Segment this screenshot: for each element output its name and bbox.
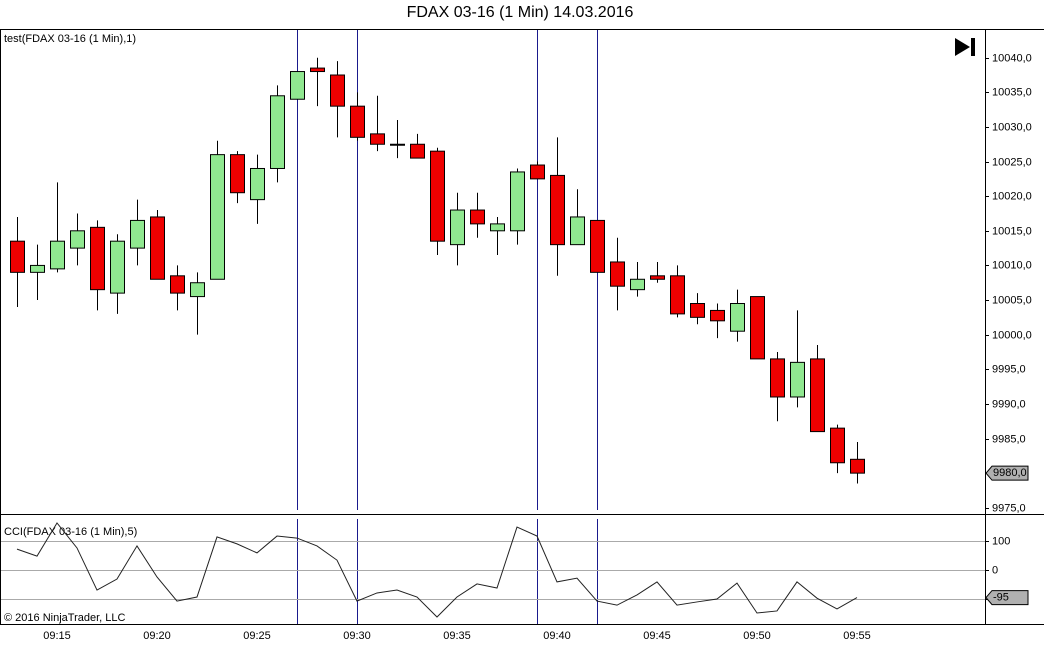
candle-body (610, 261, 625, 287)
x-tick-label: 09:25 (243, 630, 271, 642)
candle-body (90, 226, 105, 291)
candle-body (270, 95, 285, 169)
price-panel-label: test(FDAX 03-16 (1 Min),1) (4, 33, 136, 45)
candle-body (590, 219, 605, 273)
candle-body (750, 296, 765, 360)
candle-body (30, 264, 45, 273)
cci-line (16, 522, 858, 618)
play-to-end-icon[interactable] (955, 38, 975, 56)
tag-shape (985, 465, 1029, 481)
candle-body (570, 216, 585, 246)
y-tick-label: 10020,0 (992, 190, 1032, 202)
candle-body (470, 209, 485, 225)
candle-body (430, 150, 445, 242)
candle-body (350, 105, 365, 138)
candle-body (770, 358, 785, 398)
x-tick-label: 09:15 (43, 630, 71, 642)
candle-body (650, 275, 665, 280)
candle-body (490, 223, 505, 232)
vertical-markers (297, 30, 598, 624)
y-tick-label: 10010,0 (992, 259, 1032, 271)
chart-title: FDAX 03-16 (1 Min) 14.03.2016 (407, 4, 634, 21)
candle-body (250, 167, 265, 201)
tag-shape (985, 590, 1029, 606)
candle-body (670, 275, 685, 315)
x-tick-label: 09:40 (543, 630, 571, 642)
candle-body (690, 303, 705, 318)
candle-body (230, 154, 245, 194)
candle-body (630, 278, 645, 291)
y-tick-label: 10030,0 (992, 121, 1032, 133)
x-tick-label: 09:20 (143, 630, 171, 642)
cci-panel-label: CCI(FDAX 03-16 (1 Min),5) (4, 526, 137, 538)
last-value-tag: 9980,0 (985, 465, 1029, 481)
candle-body (710, 309, 725, 322)
candle-body (450, 209, 465, 246)
y-tick-label: 9985,0 (992, 433, 1026, 445)
cci-panel (0, 514, 986, 625)
y-tick-label: 0 (992, 564, 998, 576)
candle-body (370, 133, 385, 145)
candle-body (210, 154, 225, 280)
candle-body (70, 230, 85, 249)
y-tick-label: 10000,0 (992, 329, 1032, 341)
candle-body (170, 275, 185, 294)
candle-body (310, 67, 325, 73)
y-tick-label: 10025,0 (992, 156, 1032, 168)
candle-body (830, 427, 845, 464)
y-tick-label: 10040,0 (992, 52, 1032, 64)
y-tick-label: 100 (992, 535, 1010, 547)
y-tick-label: 10005,0 (992, 294, 1032, 306)
candle-body (330, 74, 345, 107)
candle-body (50, 240, 65, 270)
candle-body (850, 458, 865, 474)
candle-body (110, 240, 125, 294)
candle-body (150, 216, 165, 280)
y-tick-label: 10015,0 (992, 225, 1032, 237)
candle-body (530, 164, 545, 180)
candle-body (390, 143, 405, 146)
candle-body (790, 361, 805, 398)
y-tick-label: 10035,0 (992, 86, 1032, 98)
play-icon[interactable] (955, 38, 970, 56)
end-bar[interactable] (971, 38, 975, 56)
x-tick-label: 09:35 (443, 630, 471, 642)
candle-body (130, 219, 145, 249)
candle-body (10, 240, 25, 273)
candle-body (730, 303, 745, 332)
x-tick-label: 09:50 (743, 630, 771, 642)
candle-body (190, 282, 205, 298)
candle-body (410, 143, 425, 159)
x-tick-label: 09:55 (843, 630, 871, 642)
tag-label: -95 (993, 591, 1009, 603)
candle-body (510, 171, 525, 232)
tag-label: 9980,0 (993, 467, 1027, 479)
y-tick-label: 9990,0 (992, 398, 1026, 410)
candle-body (550, 174, 565, 246)
x-tick-label: 09:45 (643, 630, 671, 642)
x-tick-label: 09:30 (343, 630, 371, 642)
last-value-tag: -95 (985, 590, 1029, 606)
candle-body (810, 358, 825, 433)
copyright: © 2016 NinjaTrader, LLC (4, 612, 125, 624)
candle-body (290, 71, 305, 100)
y-tick-label: 9995,0 (992, 363, 1026, 375)
y-tick-label: 9975,0 (992, 502, 1026, 514)
